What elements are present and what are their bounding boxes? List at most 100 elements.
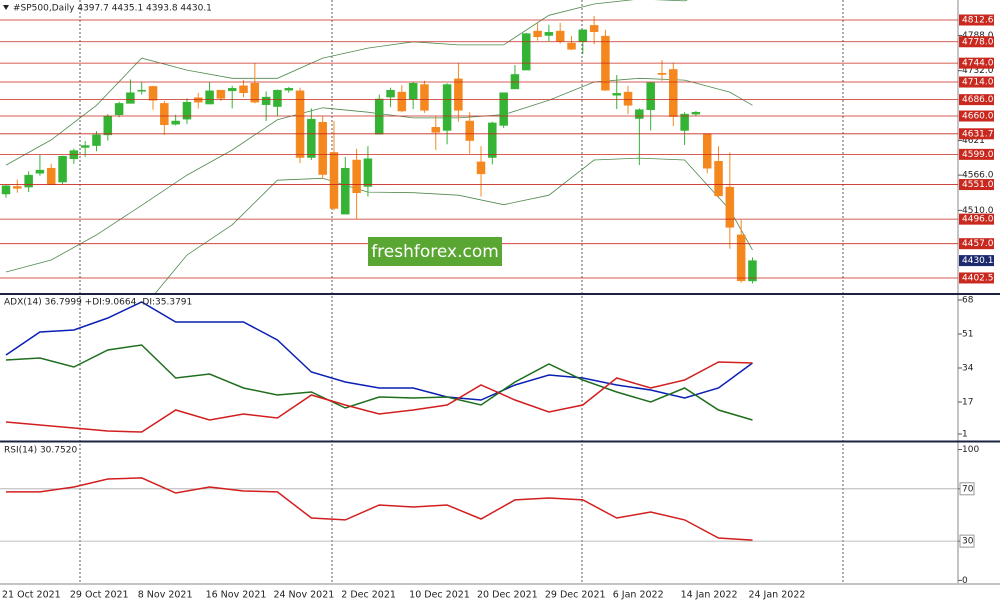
level-label-box xyxy=(959,482,975,496)
candle-body xyxy=(341,167,350,215)
level-label-box xyxy=(959,14,994,26)
panel xyxy=(5,301,753,433)
candle-body xyxy=(24,174,33,188)
candle-body xyxy=(488,122,497,158)
last-price-label: 4430.1 xyxy=(962,256,994,266)
indicator-line xyxy=(5,361,753,433)
candle-body xyxy=(137,89,146,92)
level-label: 4778.0 xyxy=(962,37,994,47)
candle-body xyxy=(691,111,701,115)
level-label: 4402.5 xyxy=(962,273,994,283)
level-label: 4599.0 xyxy=(962,150,994,160)
candle-body xyxy=(171,120,180,125)
candle-body xyxy=(386,89,395,98)
x-tick-label: 29 Oct 2021 xyxy=(70,590,129,601)
y-tick-label: 70 xyxy=(962,484,974,494)
candle-body xyxy=(454,78,463,111)
x-tick-label: 8 Nov 2021 xyxy=(138,590,193,601)
level-label: 4686.0 xyxy=(962,95,994,105)
level-label-box xyxy=(959,128,994,140)
level-label: 4744.0 xyxy=(962,59,994,69)
level-label: 4631.7 xyxy=(962,129,994,139)
band-line xyxy=(5,0,689,166)
indicator-title: ADX(14) 36.7999 +DI:9.0664 -DI:35.3791 xyxy=(4,298,192,308)
candle-body xyxy=(397,91,407,112)
level-label-box xyxy=(959,36,994,48)
y-tick-label: 4732.0 xyxy=(962,66,994,76)
level-label: 4660.0 xyxy=(962,111,994,121)
watermark: freshforex.com xyxy=(371,242,499,262)
x-tick-label: 6 Jan 2022 xyxy=(613,590,664,601)
y-tick-label: 68 xyxy=(962,296,974,306)
x-tick-label: 10 Dec 2021 xyxy=(409,590,470,601)
candle-body xyxy=(725,186,735,228)
candle-body xyxy=(182,101,192,120)
watermark-box xyxy=(368,237,502,266)
candle-body xyxy=(420,84,429,111)
y-tick-label: 4566.0 xyxy=(962,171,994,181)
candle-body xyxy=(1,185,11,195)
level-label-box xyxy=(959,76,994,88)
candle-body xyxy=(92,134,101,146)
candle-body xyxy=(544,32,554,36)
y-tick-label: 51 xyxy=(962,330,973,340)
indicator-line xyxy=(6,477,753,541)
y-tick-label: 34 xyxy=(962,364,974,374)
level-label-box xyxy=(959,179,994,191)
candle-body xyxy=(522,33,531,71)
candle-body xyxy=(736,234,746,282)
candle-body xyxy=(363,158,373,187)
level-label: 4457.0 xyxy=(962,239,994,249)
candle-body xyxy=(295,90,305,158)
level-label-box xyxy=(959,94,994,106)
candle-body xyxy=(702,133,712,169)
candle-body xyxy=(13,186,22,189)
candle-body xyxy=(589,25,599,32)
chart-title: #SP500,Daily 4397.7 4435.1 4393.8 4430.1 xyxy=(13,4,212,14)
y-tick-label: 1 xyxy=(962,430,968,440)
level-label-box xyxy=(959,213,994,225)
candle-body xyxy=(431,127,441,133)
candle-body xyxy=(329,152,339,209)
indicator-line xyxy=(5,301,753,401)
candle-body xyxy=(46,167,56,185)
level-label: 4496.0 xyxy=(962,215,994,225)
candle-body xyxy=(612,93,621,96)
candle-body xyxy=(284,88,293,91)
candle-body xyxy=(227,88,237,92)
candle-body xyxy=(408,83,418,100)
level-label: 4812.6 xyxy=(962,16,994,26)
level-label-box xyxy=(959,534,975,548)
candle-body xyxy=(239,85,248,93)
candle-body xyxy=(578,29,588,43)
candle-body xyxy=(205,90,214,105)
y-tick-label: 30 xyxy=(962,537,974,547)
x-tick-label: 21 Oct 2021 xyxy=(2,590,61,601)
x-tick-label: 24 Jan 2022 xyxy=(748,590,805,601)
candle-body xyxy=(499,92,508,126)
last-price-box xyxy=(959,255,994,267)
candle-body xyxy=(635,109,644,119)
collapse-icon xyxy=(3,5,9,10)
candle-body xyxy=(374,98,384,135)
candle-body xyxy=(35,169,45,174)
candle-body xyxy=(307,118,316,158)
candle-body xyxy=(669,69,678,117)
candle-body xyxy=(748,260,757,282)
y-tick-label: 0 xyxy=(962,576,968,586)
level-label: 4714.0 xyxy=(962,78,994,88)
indicator-line xyxy=(5,344,753,421)
x-tick-label: 24 Nov 2021 xyxy=(273,590,334,601)
candle-body xyxy=(250,83,260,103)
level-label: 4551.0 xyxy=(962,180,994,190)
y-tick-label: 100 xyxy=(962,445,979,455)
candle-body xyxy=(680,113,689,131)
y-tick-label: 4510.0 xyxy=(962,206,994,216)
level-label-box xyxy=(959,238,994,250)
candle-body xyxy=(442,84,452,131)
band-line xyxy=(155,157,753,293)
candle-body xyxy=(216,89,226,99)
candle-body xyxy=(646,82,655,110)
level-label-box xyxy=(959,57,994,69)
